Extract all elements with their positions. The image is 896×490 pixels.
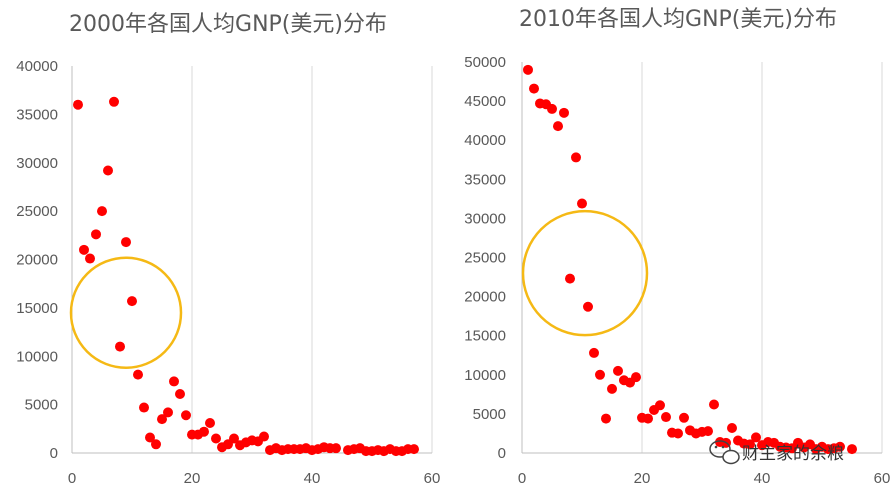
y-tick-label: 15000: [464, 328, 506, 345]
y-tick-label: 30000: [464, 210, 506, 227]
data-point: [331, 443, 341, 454]
data-point: [523, 64, 533, 75]
data-point: [79, 244, 89, 255]
data-point: [97, 206, 107, 217]
chart-title: 2000年各国人均GNP(美元)分布: [69, 12, 387, 37]
data-point: [145, 432, 155, 443]
data-point: [835, 441, 845, 452]
x-tick-label: 40: [304, 470, 321, 487]
data-point: [643, 413, 653, 424]
y-tick-label: 5000: [25, 397, 58, 414]
data-point: [127, 296, 137, 307]
y-tick-label: 45000: [464, 93, 506, 110]
y-tick-label: 10000: [16, 348, 58, 365]
data-point: [529, 83, 539, 94]
data-point: [565, 273, 575, 284]
data-point: [133, 369, 143, 380]
data-point: [157, 414, 167, 425]
data-point: [673, 428, 683, 439]
y-tick-label: 15000: [16, 300, 58, 317]
wechat-icon: [709, 440, 740, 465]
data-point: [607, 383, 617, 394]
data-point: [85, 253, 95, 264]
data-point: [613, 365, 623, 376]
data-point: [139, 402, 149, 413]
data-point: [595, 369, 605, 380]
y-tick-label: 25000: [16, 203, 58, 220]
data-point: [103, 165, 113, 176]
y-tick-label: 20000: [16, 252, 58, 269]
data-point: [73, 99, 83, 110]
y-tick-label: 20000: [464, 289, 506, 306]
y-tick-label: 0: [50, 445, 58, 462]
y-tick-label: 25000: [464, 250, 506, 267]
x-tick-label: 40: [754, 470, 771, 487]
data-point: [571, 152, 581, 163]
data-point: [115, 341, 125, 352]
y-tick-label: 50000: [464, 54, 506, 71]
data-point: [655, 400, 665, 411]
x-tick-label: 0: [518, 470, 526, 487]
data-point: [727, 422, 737, 433]
chart-2000: 2000年各国人均GNP(美元)分布 0 20 40 60 0 5000 10000 15000…: [16, 12, 440, 487]
data-point: [553, 121, 563, 132]
x-tick-label: 60: [874, 470, 891, 487]
data-point: [91, 229, 101, 240]
data-point: [661, 412, 671, 423]
data-point: [601, 413, 611, 424]
data-point: [559, 107, 569, 118]
data-point: [751, 432, 761, 443]
data-point: [199, 426, 209, 437]
data-point: [109, 96, 119, 107]
data-point: [151, 439, 161, 450]
y-tick-label: 40000: [464, 132, 506, 149]
x-tick-label: 20: [184, 470, 201, 487]
data-point: [583, 301, 593, 312]
data-point: [709, 399, 719, 410]
y-tick-label: 35000: [16, 106, 58, 123]
data-point: [205, 418, 215, 429]
data-point: [577, 198, 587, 209]
highlight-circle: [521, 209, 649, 337]
y-tick-label: 30000: [16, 155, 58, 172]
y-tick-label: 10000: [464, 367, 506, 384]
x-tick-label: 0: [68, 470, 76, 487]
data-point: [679, 412, 689, 423]
data-point: [409, 444, 419, 455]
highlight-circle: [69, 256, 183, 369]
data-point: [547, 103, 557, 114]
watermark: 财主家的余粮: [709, 440, 844, 465]
y-tick-label: 40000: [16, 58, 58, 75]
data-point: [169, 376, 179, 387]
data-point: [631, 372, 641, 383]
data-point: [175, 388, 185, 399]
chart-2010: 2010年各国人均GNP(美元)分布 0 20 40 60 0 5000 10000 15000…: [464, 7, 890, 487]
data-point: [211, 433, 221, 444]
data-point: [589, 347, 599, 358]
y-tick-label: 0: [498, 445, 506, 462]
data-point: [259, 431, 269, 442]
data-point: [745, 439, 755, 450]
data-point: [163, 407, 173, 418]
data-point: [181, 410, 191, 421]
data-point: [703, 426, 713, 437]
x-tick-label: 60: [424, 470, 441, 487]
y-tick-label: 35000: [464, 171, 506, 188]
chart-title: 2010年各国人均GNP(美元)分布: [519, 7, 837, 32]
data-point: [229, 433, 239, 444]
data-point: [847, 444, 857, 455]
x-tick-label: 20: [634, 470, 651, 487]
y-tick-label: 5000: [473, 406, 506, 423]
data-point: [121, 237, 131, 248]
watermark-text: 财主家的余粮: [742, 444, 844, 464]
